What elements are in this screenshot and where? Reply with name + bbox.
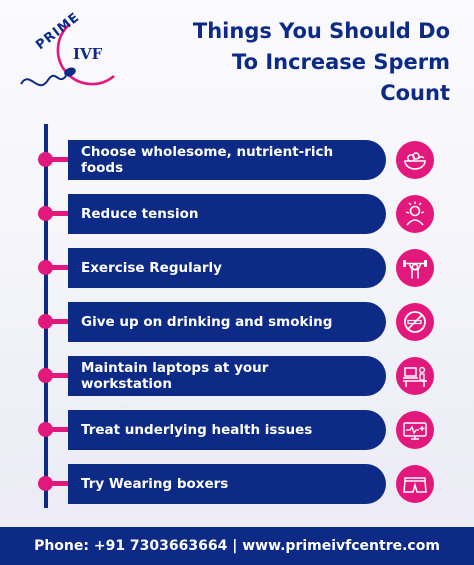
timeline-dot — [38, 368, 53, 383]
tip-label-3: Exercise Regularly — [68, 248, 386, 288]
tip-item-3: Exercise Regularly — [0, 248, 474, 288]
timeline-connector — [52, 481, 70, 486]
no-smoking-icon — [396, 303, 434, 341]
page-title: Things You Should Do To Increase Sperm C… — [150, 16, 450, 109]
tip-label-6: Treat underlying health issues — [68, 410, 386, 450]
timeline-dot — [38, 260, 53, 275]
timeline-connector — [52, 427, 70, 432]
timeline-connector — [52, 265, 70, 270]
contact-footer: Phone: +91 7303663664 | www.primeivfcent… — [0, 527, 474, 565]
contact-text: Phone: +91 7303663664 | www.primeivfcent… — [34, 538, 440, 554]
tip-item-1: Choose wholesome, nutrient-rich foods — [0, 140, 474, 180]
tip-item-7: Try Wearing boxers — [0, 464, 474, 504]
timeline-dot — [38, 206, 53, 221]
tip-label-7: Try Wearing boxers — [68, 464, 386, 504]
tip-item-2: Reduce tension — [0, 194, 474, 234]
title-line-3: Count — [380, 81, 450, 105]
title-line-2: To Increase Sperm — [232, 50, 450, 74]
timeline-connector — [52, 157, 70, 162]
tip-label-5: Maintain laptops at your workstation — [68, 356, 386, 396]
timeline-connector — [52, 319, 70, 324]
prime-ivf-logo: PRIME IVF — [18, 6, 136, 98]
medical-monitor-icon — [396, 411, 434, 449]
timeline-dot — [38, 314, 53, 329]
tip-item-4: Give up on drinking and smoking — [0, 302, 474, 342]
tip-item-6: Treat underlying health issues — [0, 410, 474, 450]
timeline-connector — [52, 373, 70, 378]
title-line-1: Things You Should Do — [192, 19, 450, 43]
laptop-desk-icon — [396, 357, 434, 395]
tip-label-2: Reduce tension — [68, 194, 386, 234]
tip-label-4: Give up on drinking and smoking — [68, 302, 386, 342]
timeline-connector — [52, 211, 70, 216]
logo-word-ivf: IVF — [73, 45, 103, 63]
weightlifting-icon — [396, 249, 434, 287]
stressed-person-icon — [396, 195, 434, 233]
tip-item-5: Maintain laptops at your workstation — [0, 356, 474, 396]
timeline-dot — [38, 422, 53, 437]
timeline-dot — [38, 152, 53, 167]
boxers-icon — [396, 465, 434, 503]
timeline-dot — [38, 476, 53, 491]
food-bowl-icon — [396, 141, 434, 179]
logo-graphic: PRIME IVF — [20, 10, 115, 87]
tip-label-1: Choose wholesome, nutrient-rich foods — [68, 140, 386, 180]
